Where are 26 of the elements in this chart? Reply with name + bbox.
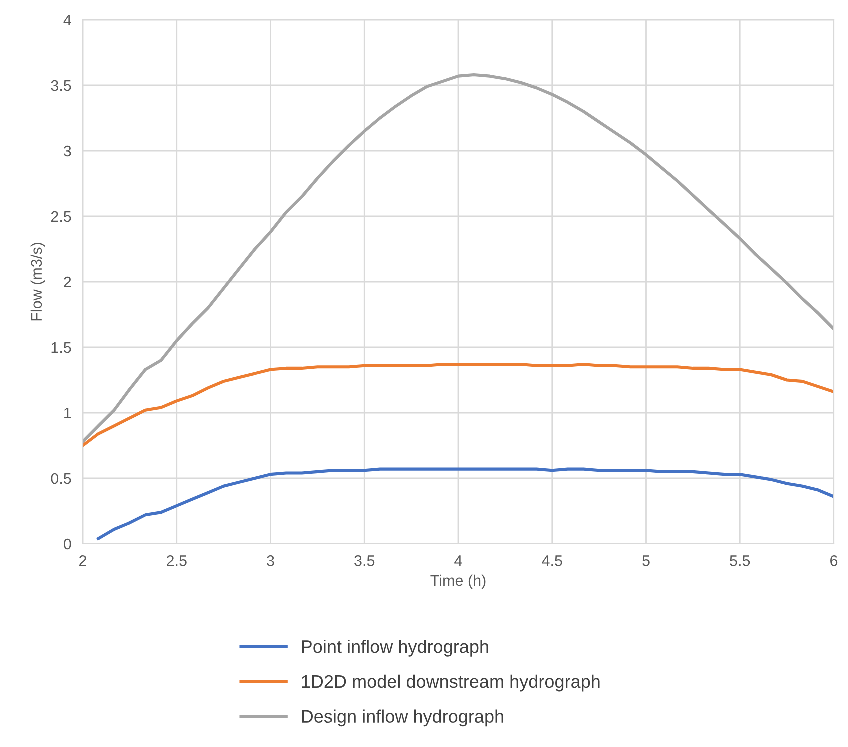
legend-label: 1D2D model downstream hydrograph [302,674,600,692]
y-tick-label: 2.5 [51,211,72,222]
x-tick-label: 3 [267,556,274,566]
y-tick-label: 3.5 [51,80,72,92]
x-tick-label: 4 [454,556,462,566]
x-tick-label: 2 [80,556,86,566]
y-tick-label: 3 [64,146,72,157]
y-tick-label: 2 [64,276,72,288]
x-tick-label: 5.5 [730,556,750,566]
line-series [97,468,834,540]
y-tick-label: 1.5 [52,342,72,354]
x-tick-label: 3.5 [354,556,375,566]
y-tick-label: 0.5 [51,473,72,484]
y-tick-label: 1 [64,408,72,419]
x-tick-label: 4.5 [542,556,562,566]
line-series [83,73,834,444]
y-axis-title: Flow (m3/s) [30,243,46,321]
y-tick-label: 4 [64,15,72,26]
x-tick-label: 6 [830,556,838,566]
x-tick-label: 5 [642,556,650,566]
x-axis-title: Time (h) [430,574,486,590]
y-tick-label: 0 [64,538,72,550]
legend-label: Design inflow hydrograph [302,710,504,727]
line-series [83,363,834,448]
legend-label: Point inflow hydrograph [302,640,488,657]
x-tick-label: 2.5 [167,556,187,566]
